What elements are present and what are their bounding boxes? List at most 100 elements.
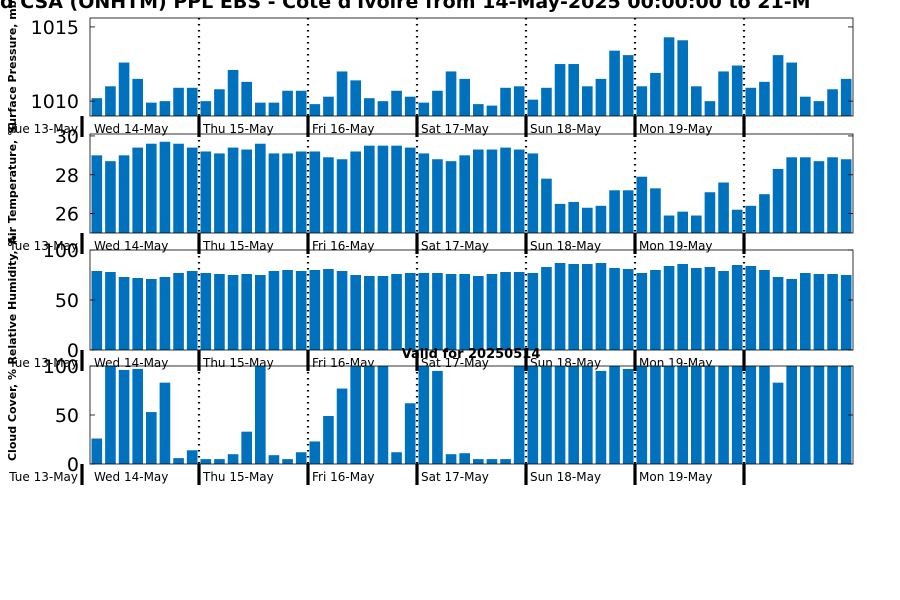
bar xyxy=(554,366,566,464)
bar xyxy=(214,89,225,116)
bar xyxy=(377,101,389,116)
bar xyxy=(527,153,539,233)
bar xyxy=(595,370,607,464)
bar xyxy=(432,90,443,116)
bar xyxy=(772,382,784,464)
bar xyxy=(691,366,702,464)
bar xyxy=(200,151,212,233)
bar xyxy=(473,276,484,350)
bar xyxy=(105,272,116,350)
bar xyxy=(759,366,770,464)
bar xyxy=(650,72,661,116)
y-tick-label: 1010 xyxy=(31,91,79,113)
bar xyxy=(663,366,675,464)
bar xyxy=(691,86,702,116)
bar xyxy=(214,274,225,350)
bar xyxy=(473,104,484,116)
bar xyxy=(200,459,212,464)
bar xyxy=(91,271,103,350)
bar xyxy=(745,366,757,464)
bar xyxy=(186,87,198,116)
bar xyxy=(827,274,838,350)
bar xyxy=(677,211,688,233)
x-day-label: Sat 17-May xyxy=(421,356,489,370)
bar xyxy=(731,366,743,464)
bar xyxy=(595,78,607,116)
y-tick-label: 0 xyxy=(67,454,79,476)
x-day-label: Fri 16-May xyxy=(312,122,375,136)
bar xyxy=(391,452,402,464)
y-tick-label: 50 xyxy=(55,290,79,312)
bar xyxy=(418,102,430,116)
y-tick-label: 100 xyxy=(43,356,79,378)
bar xyxy=(609,50,620,116)
bar xyxy=(241,149,252,233)
bar xyxy=(718,366,729,464)
bar xyxy=(336,159,348,233)
bar xyxy=(650,366,661,464)
bar xyxy=(800,157,811,233)
bar xyxy=(227,454,239,464)
bar xyxy=(336,388,348,464)
bar xyxy=(527,366,539,464)
bar xyxy=(309,270,321,350)
bar xyxy=(609,190,620,233)
bar xyxy=(759,270,770,350)
chart-panel-3: 0 50 100 Relative Humidity, %Tue 13-May Wed … xyxy=(6,235,854,371)
bar xyxy=(146,143,157,233)
bar xyxy=(704,267,716,350)
bar xyxy=(391,90,402,116)
bar xyxy=(636,86,648,116)
bar xyxy=(541,178,552,233)
bar xyxy=(323,415,334,464)
bar xyxy=(336,271,348,350)
bar xyxy=(200,101,212,116)
bar xyxy=(827,366,838,464)
bar xyxy=(282,90,293,116)
bar xyxy=(432,273,443,350)
x-day-label: Tue 13-May xyxy=(8,122,78,136)
x-day-label: Thu 15-May xyxy=(202,470,274,484)
bar xyxy=(759,194,770,233)
bar xyxy=(404,147,416,233)
y-axis-label: Air Temperature, °C xyxy=(6,122,19,244)
x-day-label: Thu 15-May xyxy=(202,122,274,136)
bar xyxy=(568,264,579,350)
x-day-label: Sun 18-May xyxy=(530,470,601,484)
bar xyxy=(282,270,293,350)
bar xyxy=(513,149,525,233)
bar xyxy=(513,272,525,350)
bar xyxy=(350,366,361,464)
bar xyxy=(132,368,143,464)
bar xyxy=(813,366,825,464)
bar xyxy=(541,267,552,350)
bar xyxy=(91,438,103,464)
bar xyxy=(840,78,852,116)
bar xyxy=(241,274,252,350)
y-axis-label: Relative Humidity, % xyxy=(6,235,19,364)
x-day-label: Fri 16-May xyxy=(312,239,375,253)
bar xyxy=(609,268,620,350)
bar xyxy=(268,455,280,464)
bar xyxy=(663,266,675,350)
x-day-label: Sun 18-May xyxy=(530,239,601,253)
bar xyxy=(568,64,579,116)
bar xyxy=(772,277,784,350)
y-tick-label: 30 xyxy=(55,126,79,148)
bar xyxy=(459,78,470,116)
bar xyxy=(309,151,321,233)
bar xyxy=(541,366,552,464)
bar xyxy=(159,101,171,116)
bar xyxy=(432,159,443,233)
bar xyxy=(159,141,171,233)
bar xyxy=(813,274,825,350)
bar xyxy=(718,271,729,350)
bar xyxy=(827,157,838,233)
bar xyxy=(404,273,416,350)
bar xyxy=(255,143,266,233)
bar xyxy=(500,459,511,464)
bar xyxy=(350,151,361,233)
bar xyxy=(146,279,157,350)
bar xyxy=(568,201,579,233)
bar xyxy=(309,104,321,116)
